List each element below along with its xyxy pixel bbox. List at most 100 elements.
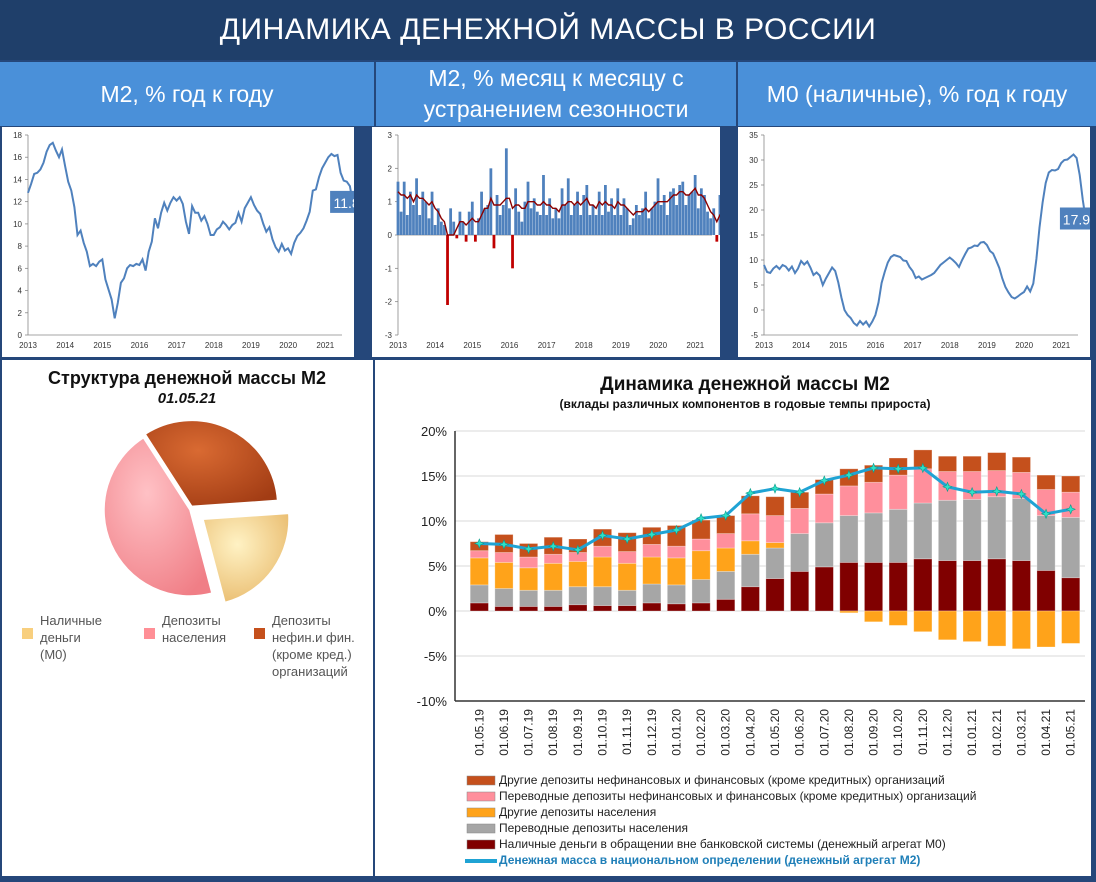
stack-segment xyxy=(716,547,736,572)
bar xyxy=(554,208,558,235)
stack-segment xyxy=(494,588,514,607)
header-m0-yoy: М0 (наличные), % год к году xyxy=(738,62,1096,126)
y-tick-label: 1 xyxy=(388,198,393,207)
m2-marker xyxy=(868,462,879,474)
stack-segment xyxy=(642,556,662,585)
y-tick-label: 15 xyxy=(749,231,758,240)
stack-subtitle: (вклады различных компонентов в годовые … xyxy=(560,397,931,411)
bar xyxy=(631,218,635,235)
x-tick-label: 01.12.20 xyxy=(940,709,954,756)
x-tick-label: 2021 xyxy=(686,341,704,350)
m2-marker xyxy=(892,463,904,475)
x-tick-label: 01.09.20 xyxy=(867,709,881,756)
legend-label: организаций xyxy=(272,664,348,679)
bar xyxy=(594,215,598,235)
stack-segment xyxy=(740,513,760,542)
header-m2-yoy: М2, % год к году xyxy=(0,62,374,126)
legend-swatch xyxy=(254,628,265,639)
legend-label: Депозиты xyxy=(272,613,331,628)
stack-segment xyxy=(765,547,785,580)
stack-segment xyxy=(642,602,662,612)
x-tick-label: 2021 xyxy=(316,341,334,350)
stack-segment xyxy=(740,553,760,588)
m2-marker xyxy=(966,486,978,498)
bar xyxy=(603,185,607,235)
stack-segment xyxy=(494,552,514,563)
y-tick-label: 25 xyxy=(749,181,758,190)
stack-segment xyxy=(716,570,736,600)
pie-subtitle: 01.05.21 xyxy=(158,390,216,407)
x-tick-label: 01.10.20 xyxy=(891,709,905,756)
stack-segment xyxy=(593,556,613,588)
bar xyxy=(703,195,706,235)
y-tick-label: 15% xyxy=(421,469,447,484)
header-m2-mom: М2, % месяц к месяцу с устранением сезон… xyxy=(376,62,736,126)
stack-segment xyxy=(765,542,785,549)
stack-segment xyxy=(494,606,514,612)
stack-segment xyxy=(1061,516,1081,579)
x-tick-label: 2017 xyxy=(168,341,186,350)
x-tick-label: 01.08.19 xyxy=(546,709,560,756)
x-tick-label: 01.03.21 xyxy=(1014,709,1028,756)
x-tick-label: 2021 xyxy=(1052,341,1070,350)
stack-segment xyxy=(913,558,933,612)
stack-segment xyxy=(765,496,785,516)
pie-slice xyxy=(103,436,213,597)
stack-segment xyxy=(987,496,1007,560)
x-tick-label: 01.12.19 xyxy=(645,709,659,756)
bar xyxy=(455,235,459,239)
chart-m0-yoy: -5 0 5 10 15 20 25 30 35 2013 2014 2015 2016 2017 2018… xyxy=(749,131,1090,350)
legend-swatch xyxy=(466,807,496,818)
y-tick-label: 5 xyxy=(754,281,759,290)
y-tick-label: 35 xyxy=(749,131,758,140)
stack-segment xyxy=(593,545,613,558)
stack-segment xyxy=(987,558,1007,612)
y-tick-label: 18 xyxy=(13,131,22,140)
m2-marker xyxy=(671,524,682,536)
x-tick-label: 2019 xyxy=(242,341,260,350)
bar xyxy=(712,208,716,235)
legend-label: Наличные xyxy=(40,613,102,628)
stacked-bar-chart: Динамика денежной массы М2 (вклады различ… xyxy=(417,374,1085,867)
x-tick-label: 01.11.19 xyxy=(620,709,634,755)
m2-marker xyxy=(917,462,929,474)
stack-segment xyxy=(519,556,539,569)
bar xyxy=(563,205,567,235)
stack-segment xyxy=(1036,570,1056,612)
last-value-box xyxy=(330,190,354,213)
bar xyxy=(709,218,713,235)
x-tick-label: 2020 xyxy=(279,341,297,350)
stack-segment xyxy=(691,579,711,604)
bar xyxy=(665,215,669,235)
bar xyxy=(684,205,688,235)
bar xyxy=(402,181,406,235)
bar xyxy=(659,205,663,235)
header-m2-mom-line2: устранением сезонности xyxy=(423,96,689,122)
bar xyxy=(585,185,589,235)
moving-average-line xyxy=(397,187,720,236)
bar xyxy=(681,181,685,235)
legend-label: Депозиты xyxy=(162,613,221,628)
y-tick-label: 20% xyxy=(421,424,447,439)
m2-marker xyxy=(597,530,608,541)
bar xyxy=(690,191,694,235)
bar xyxy=(678,185,682,235)
pie-chart: Структура денежной массы М2 01.05.21 Налич… xyxy=(22,368,355,679)
stack-segment xyxy=(937,499,957,562)
x-tick-label: 01.07.19 xyxy=(522,709,536,756)
stack-segment xyxy=(987,452,1007,471)
bar xyxy=(560,188,564,235)
stack-segment xyxy=(469,550,489,559)
m2-marker xyxy=(769,483,781,494)
bar xyxy=(498,215,502,235)
bar xyxy=(545,215,548,235)
y-tick-label: 0 xyxy=(388,231,393,240)
stack-segment xyxy=(888,610,908,626)
x-tick-label: 01.01.21 xyxy=(965,709,979,756)
stack-segment xyxy=(617,589,637,607)
stack-segment xyxy=(716,533,736,549)
legend-label: деньги xyxy=(40,630,81,645)
bar xyxy=(634,205,638,235)
m2-marker xyxy=(1065,504,1076,515)
